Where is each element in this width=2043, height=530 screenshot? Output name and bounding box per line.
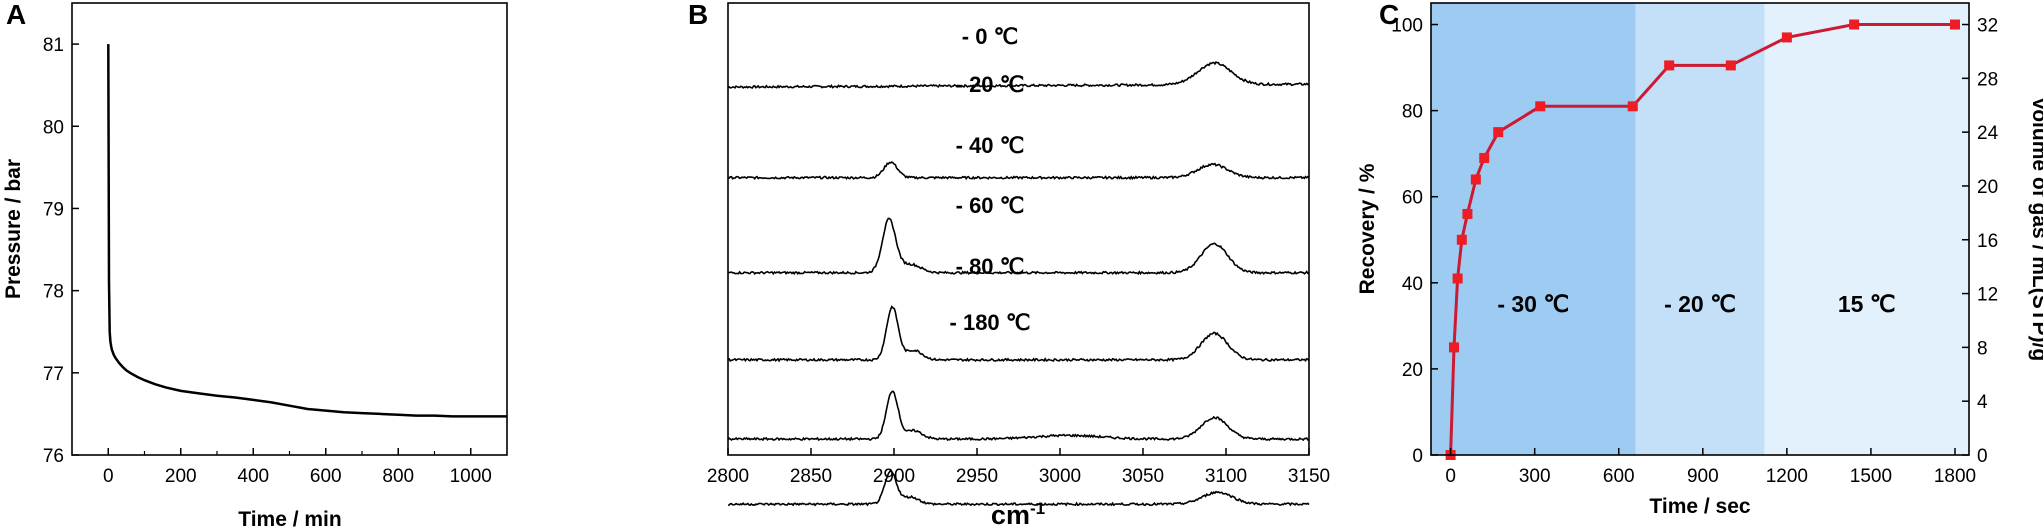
panel-b-xtick-label: 2950 <box>956 466 998 487</box>
panel-c-xtick-label: 1800 <box>1934 466 1976 487</box>
temperature-region <box>1635 3 1765 455</box>
spectrum-line <box>727 61 1310 90</box>
panel-c-ytick-right-label: 32 <box>1977 16 1998 37</box>
data-point <box>1493 127 1504 138</box>
spectrum-line <box>727 468 1310 507</box>
panel-a-xtick-label: 800 <box>382 466 414 487</box>
panel-c-regions: - 30 ℃ - 20 ℃ 15 ℃ <box>1431 3 1969 455</box>
panel-a-xtick-label: 600 <box>310 466 342 487</box>
panel-b-xtick-label: 2800 <box>707 466 749 487</box>
spectrum-line <box>727 305 1310 363</box>
panel-a-ytick-label: 78 <box>43 282 64 303</box>
data-point <box>1781 32 1792 43</box>
spectrum-line <box>727 161 1310 181</box>
panel-c-xlabel: Time / sec <box>1649 495 1750 518</box>
data-point <box>1627 101 1638 112</box>
spectrum-line <box>727 390 1310 442</box>
panel-a-ytick-label: 81 <box>43 35 64 56</box>
panel-c-ytick-label: 0 <box>1412 446 1423 467</box>
panel-c-xtick-label: 1200 <box>1766 466 1808 487</box>
panel-b-xtick-label: 3100 <box>1205 466 1247 487</box>
region-label: - 30 ℃ <box>1497 291 1569 317</box>
panel-c-ytick-label: 60 <box>1402 188 1423 209</box>
region-label: 15 ℃ <box>1838 291 1896 317</box>
panel-c-ticks: 0 300 600 900 1200 1500 1800020406080100048121… <box>1391 16 1998 487</box>
panel-b-ticks: 2800 2850 2900 2950 3000 3050 3100 3150 <box>707 448 1330 487</box>
panel-c-ytick-right-label: 12 <box>1977 285 1998 306</box>
data-point <box>1849 19 1860 30</box>
spectrum-line <box>727 217 1310 276</box>
panel-a: 0 200 400 600 800 1000 76 77 78 79 80 81 A Time / m… <box>2 0 508 530</box>
panel-a-ytick-label: 76 <box>43 446 64 467</box>
data-point <box>1452 273 1463 284</box>
data-point <box>1448 342 1459 353</box>
panel-c-ytick-right-label: 0 <box>1977 446 1988 467</box>
spectrum-label: - 80 ℃ <box>956 254 1025 279</box>
panel-a-ylabel: Pressure / bar <box>2 159 25 299</box>
panel-a-ytick-label: 79 <box>43 199 64 220</box>
panel-a-ticks: 0 200 400 600 800 1000 76 77 78 79 80 81 <box>43 35 492 487</box>
panel-c-ytick-label: 40 <box>1402 274 1423 295</box>
panel-a-frame <box>71 2 508 456</box>
panel-a-ytick-label: 80 <box>43 117 64 138</box>
panel-b-frame <box>727 2 1310 456</box>
data-point <box>1725 60 1736 71</box>
temperature-region <box>1431 3 1636 455</box>
panel-a-line <box>107 44 507 418</box>
spectrum-label: - 60 ℃ <box>956 193 1025 218</box>
panel-c-ytick-right-label: 16 <box>1977 231 1998 252</box>
temperature-region <box>1764 3 1969 455</box>
spectrum-label: - 20 ℃ <box>956 72 1025 97</box>
panel-c-ylabel: Recovery / % <box>1356 163 1379 294</box>
panel-a-ytick-label: 77 <box>43 364 64 385</box>
panel-c-ytick-label: 20 <box>1402 360 1423 381</box>
panel-c-xtick-label: 300 <box>1519 466 1551 487</box>
panel-c-label: C <box>1379 0 1399 30</box>
data-point <box>1470 174 1481 185</box>
panel-a-xtick-label: 1000 <box>450 466 492 487</box>
panel-a-xlabel: Time / min <box>238 508 341 530</box>
panel-c-ytick-right-label: 24 <box>1977 123 1999 144</box>
panel-c: - 30 ℃ - 20 ℃ 15 ℃ 0 300 600 900 1200 1500 18000… <box>1356 0 2043 518</box>
panel-c-ylabel-right: Volume of gas / mL(STP)/g <box>2028 97 2043 361</box>
spectrum-label: - 40 ℃ <box>956 133 1025 158</box>
region-label: - 20 ℃ <box>1664 291 1736 317</box>
panel-b-xtick-label: 3050 <box>1122 466 1164 487</box>
panel-a-xtick-label: 200 <box>165 466 197 487</box>
data-point <box>1535 101 1546 112</box>
panel-b-xtick-label: 2900 <box>873 466 915 487</box>
panel-a-xtick-label: 400 <box>237 466 269 487</box>
panel-b-annotations: - 0 ℃ - 20 ℃ - 40 ℃ - 60 ℃ - 80 ℃ - 180 ℃ <box>950 24 1031 335</box>
panel-c-ytick-right-label: 28 <box>1977 69 1998 90</box>
panel-c-ytick-right-label: 4 <box>1977 392 1988 413</box>
data-point <box>1462 208 1473 219</box>
panel-c-xtick-label: 600 <box>1603 466 1635 487</box>
panel-b-xlabel-sup: -1 <box>1030 499 1045 518</box>
spectrum-label: - 0 ℃ <box>962 24 1019 49</box>
data-point <box>1664 60 1675 71</box>
panel-b-xtick-label: 2850 <box>790 466 832 487</box>
panel-b-xtick-label: 3000 <box>1039 466 1081 487</box>
data-point <box>1949 19 1960 30</box>
panel-c-ytick-right-label: 20 <box>1977 177 1998 198</box>
panel-a-label: A <box>6 0 26 30</box>
panel-c-xtick-label: 1500 <box>1850 466 1892 487</box>
panel-c-ytick-right-label: 8 <box>1977 338 1988 359</box>
panel-c-xtick-label: 900 <box>1687 466 1719 487</box>
panel-c-xtick-label: 0 <box>1445 466 1456 487</box>
data-point <box>1479 152 1490 163</box>
panel-c-frame <box>1430 2 1970 456</box>
panel-c-ytick-label: 100 <box>1391 16 1423 37</box>
panel-a-xtick-label: 0 <box>103 466 114 487</box>
panel-b-xlabel-unit: cm <box>991 500 1030 530</box>
panel-b-xlabel: cm-1 <box>991 499 1045 530</box>
panel-b: 2800 2850 2900 2950 3000 3050 3100 3150 - 0 ℃- … <box>688 0 1330 530</box>
panel-b-label: B <box>688 0 708 30</box>
panel-c-ytick-label: 80 <box>1402 102 1423 123</box>
panel-b-xtick-label: 3150 <box>1288 466 1330 487</box>
panel-b-spectra <box>727 61 1310 507</box>
data-point <box>1456 234 1467 245</box>
spectrum-label: - 180 ℃ <box>950 310 1031 335</box>
